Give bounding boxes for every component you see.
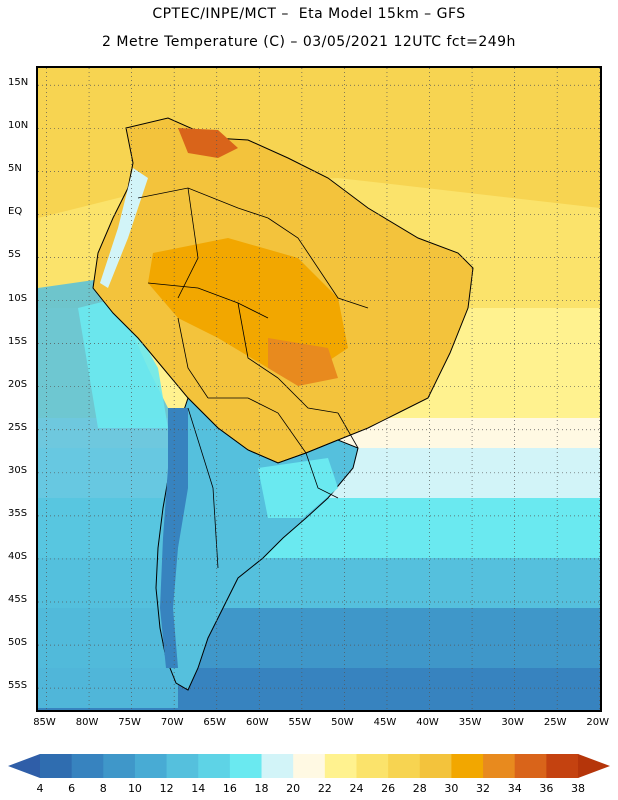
legend-low-arrow [8,754,40,778]
lat-label: 55S [8,680,28,692]
lon-label: 65W [203,717,227,728]
lon-label: 35W [458,717,482,728]
lon-label: 20W [586,717,610,728]
legend-color-box [514,754,547,778]
lon-label: 70W [160,717,184,728]
legend-color-box [388,754,421,778]
pacific-coastal-cool [78,298,168,428]
legend-tick: 14 [191,782,206,795]
legend-tick: 22 [317,782,332,795]
legend-tick: 38 [571,782,585,795]
lon-label: 30W [501,717,524,728]
legend-tick: 26 [381,782,396,795]
lat-label: 25S [8,421,28,433]
lat-label: EQ [8,206,23,218]
legend-color-box [356,754,389,778]
lon-label: 60W [245,717,269,728]
legend-color-box [261,754,294,778]
legend-color-box [293,754,326,778]
lat-label: 5N [8,163,22,175]
lat-label: 45S [8,594,28,606]
legend-color-box [419,754,452,778]
graticule [38,68,600,710]
lat-label: 15N [8,77,29,89]
legend-tick: 8 [99,782,107,795]
legend-color-box [324,754,357,778]
legend-color-box [198,754,231,778]
legend-tick: 36 [539,782,554,795]
temperature-map [36,66,602,712]
lon-label: 40W [416,717,439,728]
lat-label: 35S [8,507,28,519]
legend-color-box [134,754,168,778]
lon-label: 85W [33,717,56,728]
legend-high-arrow [578,754,610,778]
lat-label: 10S [8,292,28,304]
lat-label: 30S [8,464,28,476]
legend-color-box [546,754,579,778]
legend-tick: 10 [127,782,142,795]
color-legend [8,754,610,778]
lon-label: 45W [373,717,397,728]
lon-label: 75W [118,717,141,728]
andes-north-ridge [100,168,148,288]
legend-tick: 4 [36,782,44,795]
legend-tick: 20 [286,782,301,795]
lon-label: 50W [331,717,354,728]
legend-tick: 30 [444,782,459,795]
legend-tick: 6 [68,782,76,795]
lat-label: 15S [8,335,28,347]
lat-label: 20S [8,378,28,390]
lat-label: 10N [8,120,29,132]
lat-label: 40S [8,550,28,562]
legend-color-box [40,754,73,778]
legend-color-box [483,754,516,778]
legend-tick: 16 [222,782,237,795]
legend-tick: 34 [507,782,522,795]
legend-tick: 24 [349,782,364,795]
legend-color-box [103,754,136,778]
chart-title-line-1: CPTEC/INPE/MCT – Eta Model 15km – GFS [152,6,466,22]
legend-color-box [166,754,199,778]
legend-color-box [451,754,484,778]
hot-amazon [148,238,348,368]
legend-color-box [229,754,263,778]
lon-label: 25W [543,717,567,728]
legend-tick: 28 [412,782,427,795]
lat-label: 5S [8,249,21,261]
hot-interior [268,338,338,386]
chart-title-line-2: 2 Metre Temperature (C) – 03/05/2021 12U… [102,34,516,50]
lon-label: 55W [288,717,312,728]
legend-tick: 32 [476,782,491,795]
legend-tick: 12 [159,782,174,795]
legend-tick: 18 [254,782,269,795]
hot-venezuela [178,128,238,158]
country-borders [137,187,369,569]
lat-label: 50S [8,637,28,649]
andes-cold [160,408,188,668]
legend-color-box [71,754,104,778]
lon-label: 80W [75,717,99,728]
